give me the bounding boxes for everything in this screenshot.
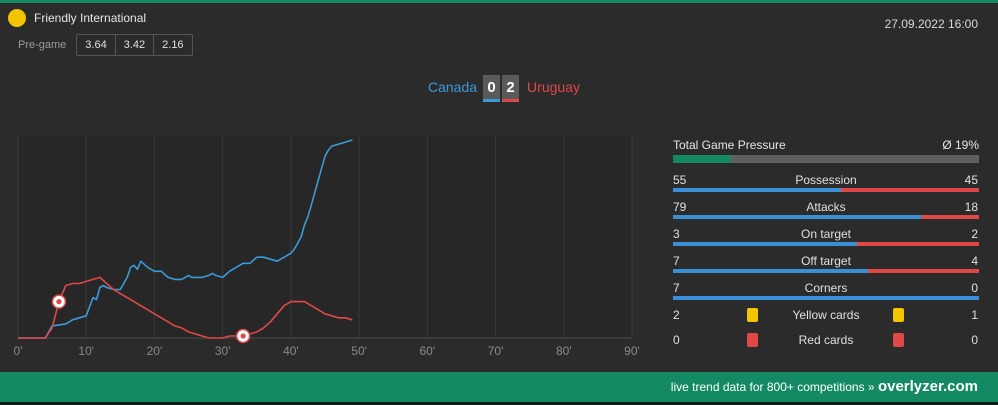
pressure-header: Total Game Pressure Ø 19% [673, 138, 979, 152]
stat-row-corners: 7 Corners 0 [673, 279, 979, 306]
possession-away: 45 [964, 173, 978, 187]
corners-home: 7 [673, 281, 680, 295]
x-tick-label: 30' [215, 344, 231, 358]
x-tick-label: 10' [78, 344, 94, 358]
on-target-home: 3 [673, 227, 680, 241]
home-team-name[interactable]: Canada [428, 79, 478, 95]
goal-ball-center [240, 333, 246, 339]
x-tick-label: 60' [420, 344, 436, 358]
attacks-bar-home [673, 215, 921, 219]
x-tick-label: 70' [488, 344, 504, 358]
chart-plot-area [18, 136, 632, 338]
red-cards-home: 0 [673, 333, 680, 347]
away-score-underline [502, 99, 520, 102]
pressure-chart[interactable]: 0' 10' 20' 30' 40' 50' 60' 70' 80' 90' [10, 130, 650, 370]
scoreboard: Canada 0 2 Uruguay [428, 75, 580, 102]
top-accent-line [0, 0, 998, 3]
x-tick-label: 50' [351, 344, 367, 358]
possession-bar [673, 188, 979, 192]
yellow-cards-home: 2 [673, 308, 680, 322]
attacks-label: Attacks [806, 200, 846, 214]
red-card-icon-home [747, 333, 758, 347]
stat-row-on-target: 3 On target 2 [673, 225, 979, 252]
off-target-bar-away [867, 269, 979, 273]
corners-bar [673, 296, 979, 300]
away-score: 2 [502, 75, 520, 102]
yellow-cards-label: Yellow cards [792, 308, 860, 322]
match-datetime: 27.09.2022 16:00 [884, 17, 978, 31]
x-tick-label: 80' [556, 344, 572, 358]
attacks-home: 79 [673, 200, 687, 214]
yellow-card-icon-away [893, 308, 904, 322]
on-target-away: 2 [971, 227, 978, 241]
away-score-value: 2 [506, 78, 515, 96]
x-tick-label: 40' [283, 344, 299, 358]
off-target-bar-home [673, 269, 868, 273]
x-tick-label: 90' [624, 344, 640, 358]
home-score-underline [483, 99, 501, 102]
possession-label: Possession [795, 173, 857, 187]
brand-link[interactable]: overlyzer.com [877, 378, 978, 395]
off-target-away: 4 [971, 254, 978, 268]
x-tick-label: 20' [147, 344, 163, 358]
possession-bar-away [841, 188, 979, 192]
match-header: Friendly International [8, 9, 146, 27]
on-target-bar-away [856, 242, 979, 246]
red-cards-away: 0 [971, 333, 978, 347]
attacks-bar [673, 215, 979, 219]
series-line-uruguay [18, 276, 353, 339]
on-target-bar [673, 242, 979, 246]
possession-bar-home [673, 188, 842, 192]
odd-draw[interactable]: 3.42 [116, 35, 155, 55]
stat-row-possession: 55 Possession 45 [673, 171, 979, 198]
stat-row-attacks: 79 Attacks 18 [673, 198, 979, 225]
away-team-name[interactable]: Uruguay [527, 79, 580, 95]
competition-name: Friendly International [34, 11, 147, 25]
pressure-bar [673, 155, 979, 163]
yellow-cards-away: 1 [971, 308, 978, 322]
on-target-label: On target [800, 227, 852, 241]
off-target-bar [673, 269, 979, 273]
footer-text: live trend data for 800+ competitions » [670, 380, 875, 394]
attacks-away: 18 [964, 200, 978, 214]
pressure-label: Total Game Pressure [673, 138, 786, 152]
home-score-value: 0 [487, 78, 496, 96]
goal-ball-icon [235, 328, 251, 344]
footer-text-wrap: live trend data for 800+ competitions » … [671, 378, 978, 395]
stats-panel: Total Game Pressure Ø 19% 55 Possession … [673, 138, 979, 356]
series-line-canada [18, 139, 353, 339]
off-target-label: Off target [801, 254, 851, 268]
goal-ball-icon [51, 294, 67, 309]
corners-bar-home [673, 296, 979, 300]
yellow-card-icon-home [747, 308, 758, 322]
goal-ball-center [56, 299, 62, 305]
odd-home[interactable]: 3.64 [77, 35, 116, 55]
red-cards-row: 0 Red cards 0 [673, 331, 979, 356]
stat-row-off-target: 7 Off target 4 [673, 252, 979, 279]
pregame-odds: Pre-game 3.64 3.42 2.16 [18, 34, 193, 56]
yellow-ball-icon [8, 9, 26, 27]
corners-label: Corners [804, 281, 848, 295]
bottom-line [0, 402, 998, 405]
pressure-value: Ø 19% [942, 138, 979, 152]
footer-banner[interactable]: live trend data for 800+ competitions » … [0, 372, 998, 402]
attacks-bar-away [920, 215, 979, 219]
red-cards-label: Red cards [798, 333, 854, 347]
odds-group: 3.64 3.42 2.16 [76, 34, 193, 56]
red-card-icon-away [893, 333, 904, 347]
possession-home: 55 [673, 173, 687, 187]
corners-away: 0 [971, 281, 978, 295]
on-target-bar-home [673, 242, 857, 246]
odd-away[interactable]: 2.16 [162, 39, 184, 51]
x-tick-label: 0' [14, 344, 23, 358]
pregame-label: Pre-game [18, 39, 67, 51]
off-target-home: 7 [673, 254, 680, 268]
home-score: 0 [483, 75, 501, 102]
pressure-bar-fill [673, 155, 732, 163]
yellow-cards-row: 2 Yellow cards 1 [673, 306, 979, 331]
